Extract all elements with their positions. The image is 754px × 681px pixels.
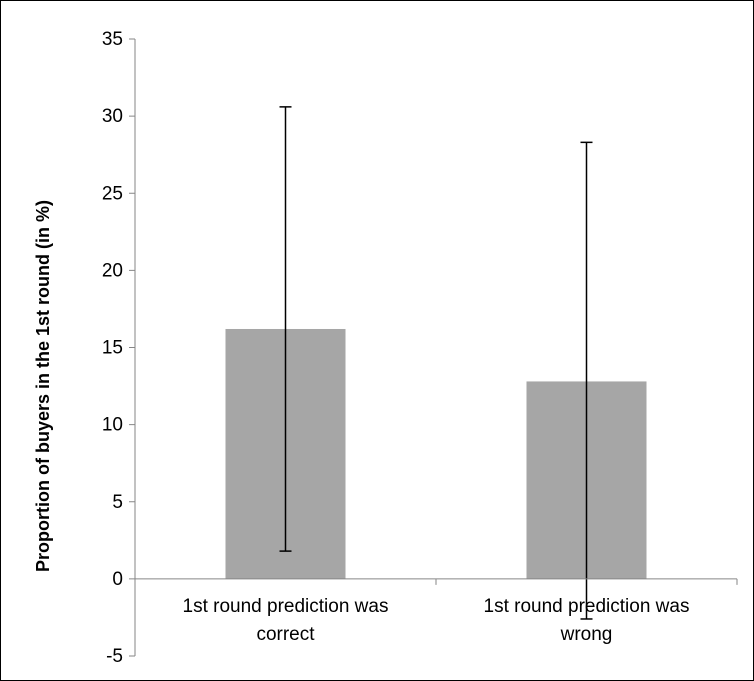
y-tick-label: -5	[106, 646, 123, 667]
y-axis: -5 0 5 10 15 20 25 30 35	[102, 29, 136, 667]
y-tick-label: 0	[112, 569, 123, 590]
y-tick-label: 5	[112, 492, 123, 513]
y-tick-label: 15	[102, 338, 123, 359]
error-bars	[279, 106, 593, 620]
y-tick-label: 35	[102, 29, 123, 50]
x-category-label: 1st round prediction was wrong	[484, 596, 690, 645]
x-category-label-line: 1st round prediction was	[183, 596, 389, 617]
x-category-label-line: wrong	[560, 624, 613, 645]
y-tick-label: 20	[102, 260, 123, 281]
y-axis-title: Proportion of buyers in the 1st round (i…	[33, 200, 53, 572]
y-tick-label: 10	[102, 415, 123, 436]
y-tick-label: 25	[102, 183, 123, 204]
y-tick-label: 30	[102, 106, 123, 127]
bars	[225, 328, 647, 579]
x-category-label: 1st round prediction was correct	[183, 596, 389, 645]
x-category-label-line: 1st round prediction was	[484, 596, 690, 617]
x-category-label-line: correct	[256, 624, 315, 645]
